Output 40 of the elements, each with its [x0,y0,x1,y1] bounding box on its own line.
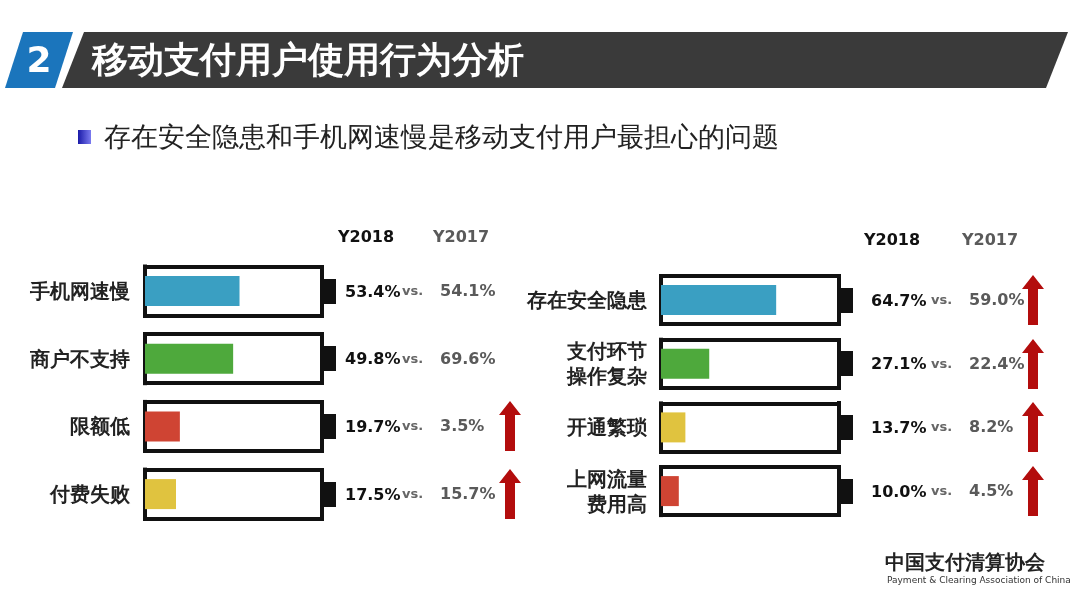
data-label: 22.4% [969,352,1025,375]
data-label: 15.7% [440,483,496,506]
data-label: 3.5% [440,415,485,438]
data-label: 69.6% [440,347,496,370]
data-label: 59.0% [969,289,1025,311]
chart-title: 移动支付用户使用行为分析 [92,38,524,82]
text: vs. [402,282,424,300]
y-tick-label: 存在安全隐患 [526,288,648,312]
y-tick-label: 开通繁琐 [566,415,647,440]
data-label: 10.0% [871,481,927,501]
text: Payment & Clearing Association of China [887,574,1071,587]
data-label: 19.7% [345,416,401,436]
text: vs. [402,418,424,434]
y-tick-label: 上网流量费用高 [566,466,647,516]
y-tick-label: 手机网速慢 [29,279,130,303]
text: vs. [931,483,953,499]
y-tick-label: 商户不支持 [29,346,130,371]
legend-label: Y2017 [431,226,491,248]
data-label: 64.7% [871,290,927,310]
data-label: 27.1% [871,354,927,374]
text: vs. [931,419,953,435]
y-tick-label: 支付环节操作复杂 [566,339,647,389]
text: Y2018 [862,229,922,251]
data-label: 13.7% [871,417,927,437]
text: Y2018 [336,226,396,248]
data-label: 53.4% [345,281,401,301]
y-tick-label: 限额低 [70,414,130,439]
data-label: 49.8% [345,349,401,369]
data-label: 4.5% [969,480,1014,503]
data-label: 54.1% [440,280,496,302]
data-label: 17.5% [345,484,401,504]
text: vs. [402,486,424,502]
legend-label: Y2017 [960,229,1020,251]
text: 存在安全隐患和手机网速慢是移动支付用户最担心的问题 [104,121,779,153]
y-tick-label: 付费失败 [49,482,131,507]
text: 中国支付清算协会 [885,550,1045,574]
text: vs. [931,355,953,371]
text: vs. [931,291,953,309]
data-label: 8.2% [969,416,1014,439]
text: vs. [402,350,424,366]
